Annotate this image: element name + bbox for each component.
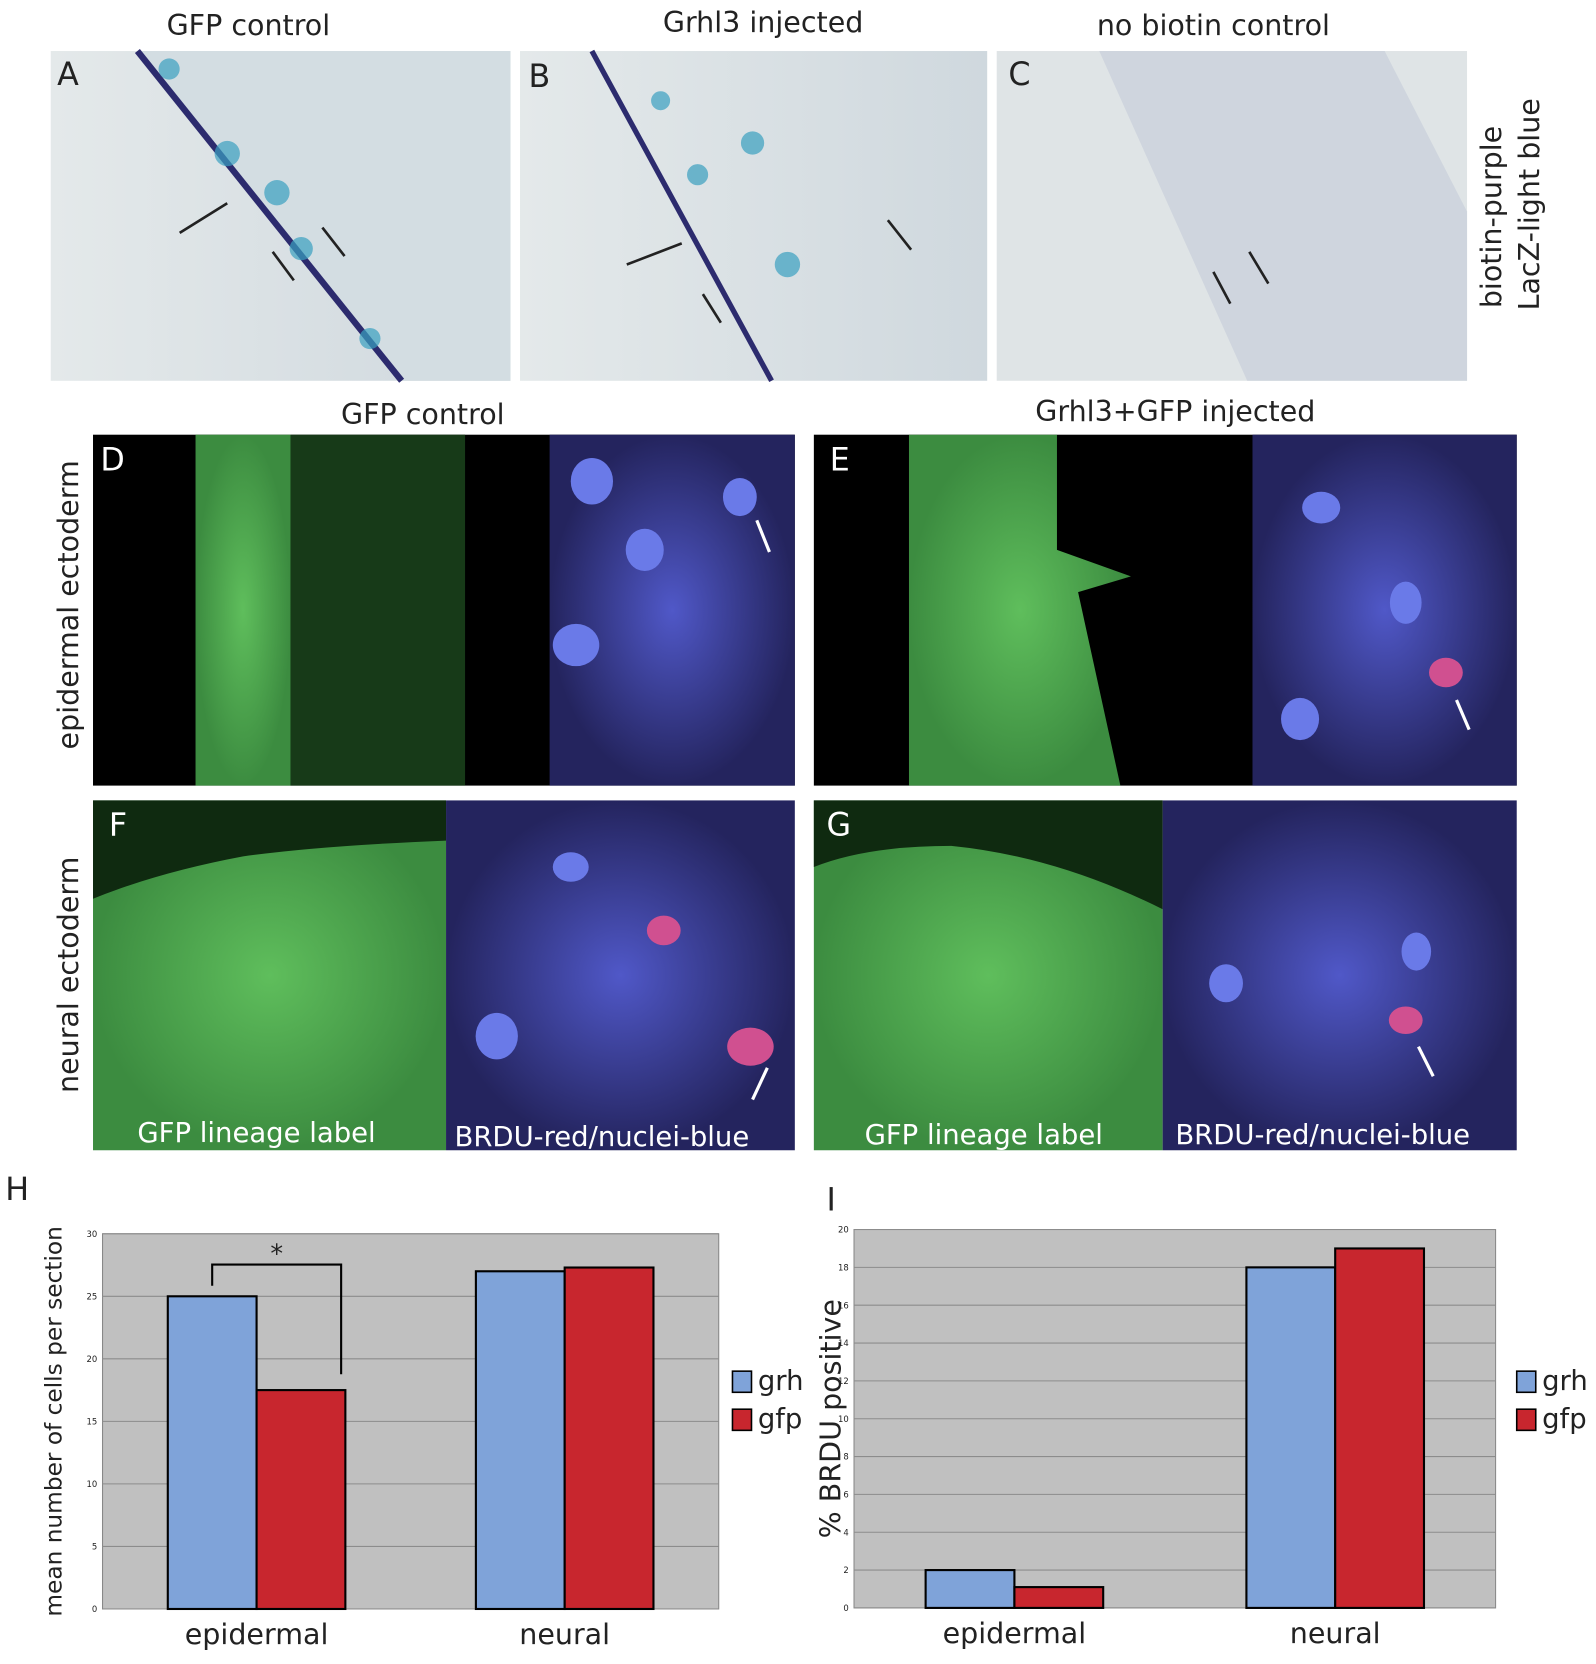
bar — [1245, 1266, 1337, 1609]
y-tick-label: 5 — [92, 1542, 97, 1552]
bar — [255, 1389, 347, 1611]
caption: GFP lineage label — [137, 1117, 375, 1149]
caption: GFP lineage label — [865, 1119, 1103, 1151]
legend-label: gfp — [758, 1403, 803, 1435]
y-tick-label: 4 — [843, 1527, 848, 1537]
bar — [1013, 1586, 1105, 1609]
side-label: biotin-purple — [1475, 126, 1508, 308]
panel-letter: H — [5, 1172, 29, 1208]
panel-title: no biotin control — [1097, 9, 1330, 42]
bar — [1334, 1247, 1426, 1609]
panel-letter: A — [57, 57, 79, 93]
annotation: * — [270, 1238, 283, 1268]
bar — [474, 1270, 566, 1611]
panel-letter: D — [100, 443, 124, 479]
row-label: neural ectoderm — [52, 857, 85, 1093]
bar — [166, 1295, 258, 1611]
y-tick-label: 10 — [838, 1414, 849, 1424]
row-label: epidermal ectoderm — [52, 460, 85, 749]
side-label: LacZ-light blue — [1513, 98, 1546, 310]
y-tick-label: 2 — [843, 1565, 848, 1575]
y-tick-label: 14 — [838, 1338, 849, 1348]
legend-swatch — [731, 1408, 753, 1432]
micrograph-row — [50, 49, 1468, 383]
panel-letter: F — [109, 807, 127, 843]
legend-swatch — [1515, 1408, 1537, 1432]
y-tick-label: 30 — [86, 1229, 97, 1239]
y-tick-label: 15 — [86, 1417, 97, 1427]
y-tick-label: 6 — [843, 1490, 848, 1500]
legend-swatch — [1515, 1370, 1537, 1394]
x-tick-label: neural — [519, 1618, 610, 1651]
panel-title: GFP control — [341, 398, 505, 431]
y-tick-label: 25 — [86, 1291, 97, 1301]
panel-title: Grhl3+GFP injected — [1035, 395, 1315, 428]
y-axis-label: mean number of cells per section — [40, 1226, 67, 1617]
y-tick-label: 16 — [838, 1300, 849, 1310]
y-tick-label: 20 — [86, 1354, 97, 1364]
legend-swatch — [731, 1370, 753, 1394]
caption: BRDU-red/nuclei-blue — [1175, 1119, 1470, 1151]
x-tick-label: neural — [1290, 1617, 1381, 1650]
legend-label: grh — [758, 1365, 804, 1397]
panel-letter: B — [528, 59, 550, 95]
x-tick-label: epidermal — [185, 1618, 329, 1651]
panel-letter: C — [1008, 57, 1030, 93]
panel-title: GFP control — [167, 9, 331, 42]
y-axis-label: % BRDU positive — [814, 1299, 847, 1538]
y-tick-label: 12 — [838, 1376, 849, 1386]
bar — [563, 1266, 655, 1611]
x-tick-label: epidermal — [943, 1617, 1087, 1650]
y-tick-label: 20 — [838, 1225, 849, 1235]
significance-bracket — [211, 1263, 343, 1375]
bar — [924, 1569, 1016, 1609]
legend-label: gfp — [1542, 1403, 1587, 1435]
panel-letter: E — [830, 443, 850, 479]
y-tick-label: 8 — [843, 1452, 848, 1462]
y-tick-label: 0 — [843, 1603, 848, 1613]
panel-title: Grhl3 injected — [663, 6, 864, 39]
panel-letter: G — [827, 807, 852, 843]
y-tick-label: 18 — [838, 1263, 849, 1273]
y-tick-label: 10 — [86, 1479, 97, 1489]
micrograph-row — [93, 434, 1517, 1151]
caption: BRDU-red/nuclei-blue — [454, 1121, 749, 1153]
y-tick-label: 0 — [92, 1604, 97, 1614]
panel-letter: I — [827, 1183, 836, 1219]
legend-label: grh — [1542, 1365, 1588, 1397]
